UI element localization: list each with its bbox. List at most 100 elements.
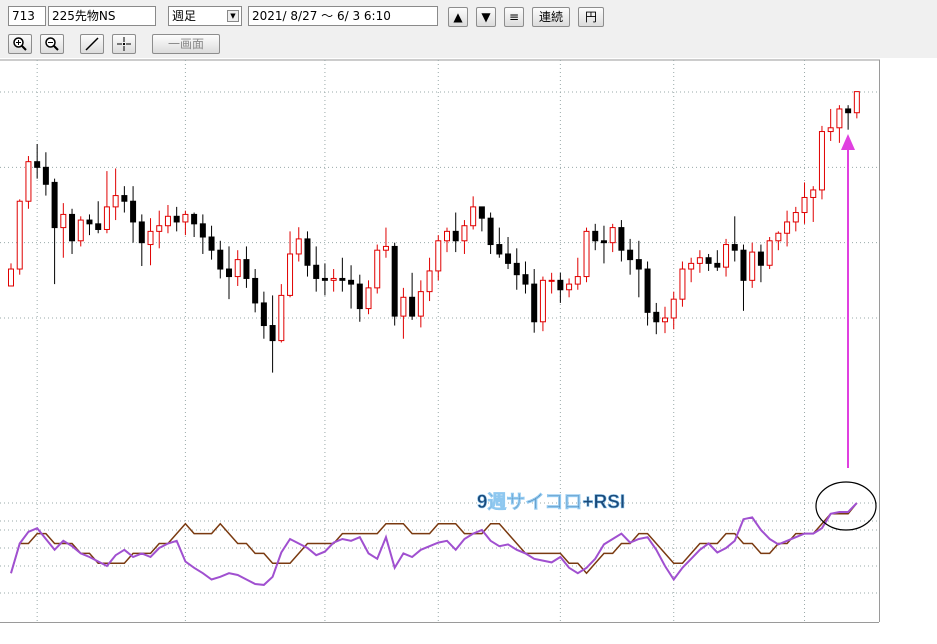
circle-highlight-icon <box>815 481 877 531</box>
candle-up <box>435 240 442 272</box>
candle-up <box>147 230 154 246</box>
arrow-up-icon <box>841 134 855 150</box>
oscillator-panel <box>10 502 858 586</box>
up-button[interactable]: ▲ <box>448 7 468 27</box>
grid <box>0 60 879 622</box>
candle-up <box>723 244 730 268</box>
candle-up <box>662 317 668 323</box>
candle-up <box>278 294 285 342</box>
candle-down <box>86 219 93 225</box>
candle-up <box>112 195 119 208</box>
zoom-out-button[interactable] <box>40 34 64 54</box>
candle-down <box>269 325 276 342</box>
trendline-icon <box>85 37 99 51</box>
candle-up <box>287 253 294 296</box>
candle-up <box>60 213 67 229</box>
candle-down <box>496 244 503 255</box>
candle-down <box>505 253 512 264</box>
candle-down <box>348 279 355 285</box>
candle-up <box>749 251 756 281</box>
oscillator-title: 9週サイコロ+RSI <box>477 491 625 513</box>
candle-down <box>391 245 398 317</box>
chevron-down-icon: ▼ <box>227 10 239 22</box>
candle-up <box>810 189 817 198</box>
candle-up <box>688 262 695 270</box>
candle-up <box>382 245 389 251</box>
candle-up <box>400 296 407 317</box>
candle-down <box>705 257 712 264</box>
candle-up <box>8 268 14 287</box>
candle-up <box>574 276 581 285</box>
trendline-button[interactable] <box>80 34 104 54</box>
code-field[interactable]: 713 <box>8 6 46 26</box>
candle-down <box>42 166 49 185</box>
candle-down <box>199 223 206 238</box>
candle-up <box>16 200 23 270</box>
instrument-field[interactable]: 225先物NS <box>48 6 156 26</box>
zoom-out-icon <box>45 37 59 51</box>
candle-down <box>635 259 642 270</box>
candle-up <box>539 279 546 323</box>
candle-up <box>792 212 799 223</box>
candle-down <box>513 262 520 276</box>
candle-up <box>164 215 171 227</box>
candle-up <box>679 268 686 300</box>
down-button[interactable]: ▼ <box>476 7 496 27</box>
candle-down <box>252 277 259 304</box>
candle-down <box>217 249 224 270</box>
candle-up <box>827 127 834 133</box>
candle-down <box>592 230 599 242</box>
candle-down <box>243 259 250 279</box>
zoom-in-icon <box>13 37 27 51</box>
period-range-field[interactable]: 2021/ 8/27 〜 6/ 3 6:10 <box>248 6 438 26</box>
candle-up <box>156 225 163 232</box>
psychological-line <box>10 502 858 575</box>
candle-up <box>330 277 337 281</box>
zoom-in-button[interactable] <box>8 34 32 54</box>
period-select-label: 週足 <box>172 9 197 23</box>
candle-up <box>295 238 302 255</box>
candle-up <box>461 225 468 242</box>
candle-up <box>766 240 773 266</box>
candle-down <box>644 268 651 313</box>
candle-down <box>69 213 76 242</box>
crosshair-button[interactable] <box>112 34 136 54</box>
candle-down <box>34 161 41 168</box>
candle-down <box>531 283 538 323</box>
candle-down <box>339 277 346 281</box>
candle-down <box>260 302 267 327</box>
candle-down <box>478 206 485 219</box>
candle-up <box>670 298 677 319</box>
candle-up <box>775 232 782 242</box>
candle-down <box>121 195 128 202</box>
candle-up <box>426 270 433 293</box>
candle-down <box>845 108 852 114</box>
candle-up <box>374 249 381 289</box>
single-screen-button[interactable]: 一画面 <box>152 34 220 54</box>
candle-up <box>696 257 703 264</box>
candle-up <box>417 291 424 317</box>
candle-down <box>191 213 198 225</box>
candle-up <box>548 279 555 282</box>
yen-button[interactable]: 円 <box>578 7 604 27</box>
candle-down <box>618 227 625 251</box>
period-select[interactable]: 週足 ▼ <box>168 6 242 26</box>
candle-up <box>77 219 84 242</box>
candle-down <box>356 283 363 310</box>
candles <box>8 91 860 373</box>
chart-background <box>0 58 937 644</box>
candle-up <box>444 230 450 242</box>
continuous-button[interactable]: 連続 <box>532 7 570 27</box>
chart-area[interactable]: 9週サイコロ+RSI <box>0 58 937 644</box>
candle-down <box>757 251 764 266</box>
candle-up <box>801 196 808 214</box>
candle-down <box>557 279 564 291</box>
candle-up <box>365 287 372 310</box>
top-toolbar: 713 225先物NS 週足 ▼ 2021/ 8/27 〜 6/ 3 6:10 … <box>0 0 937 30</box>
rsi-line <box>10 502 858 586</box>
candle-up <box>583 230 590 278</box>
candle-down <box>226 268 232 278</box>
candle-up <box>25 161 32 202</box>
menu-button[interactable]: ≡ <box>504 7 524 27</box>
candle-down <box>487 217 494 246</box>
